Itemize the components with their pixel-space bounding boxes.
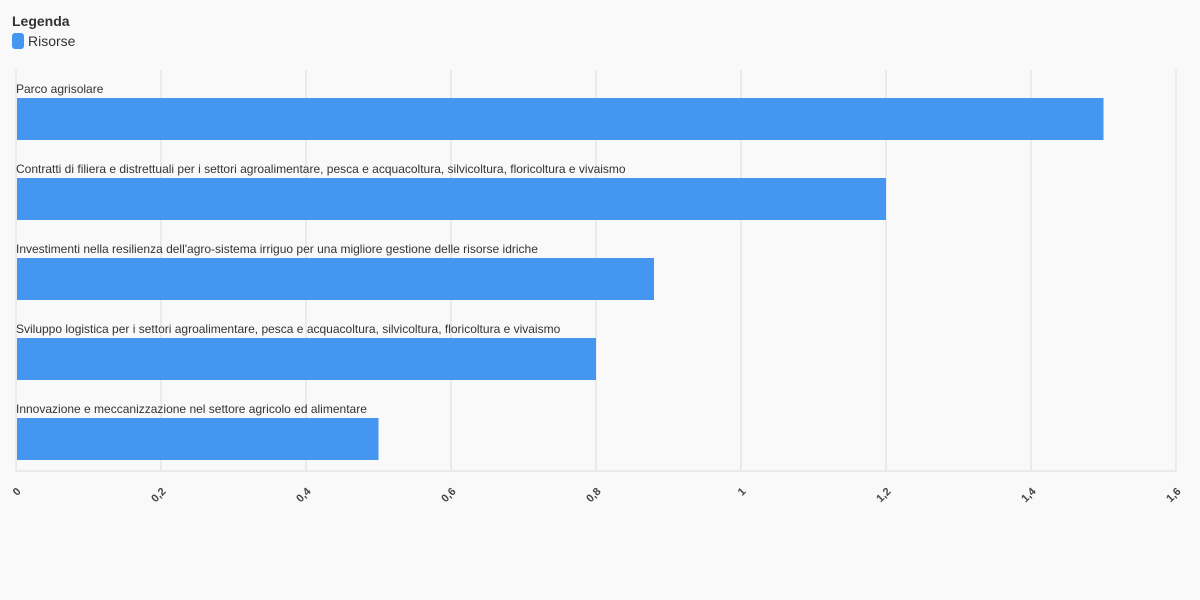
bar[interactable] [17,338,596,380]
x-tick-label: 1,4 [1019,485,1039,505]
bars: Parco agrisolare Contratti di filiera e d… [16,82,1104,460]
bar-label: Contratti di filiera e distrettuali per … [16,162,626,176]
legend-title: Legenda [12,13,70,29]
x-tick-label: 0,6 [439,486,458,505]
bar[interactable] [17,98,1104,140]
x-axis-ticks: 0 0,2 0,4 0,6 0,8 1 1,2 1,4 1,6 [11,485,1184,505]
x-tick-label: 0,4 [294,485,314,505]
bar-label: Sviluppo logistica per i settori agroali… [16,322,561,336]
bar[interactable] [17,178,886,220]
bar[interactable] [17,418,379,460]
legend-item-risorse[interactable]: Risorse [12,33,75,49]
x-tick-label: 1,2 [874,486,893,505]
bar-label: Parco agrisolare [16,82,104,96]
legend-label: Risorse [28,33,76,49]
bar-label: Investimenti nella resilienza dell'agro-… [16,242,538,256]
legend: Legenda Risorse [12,13,75,49]
bar-label: Innovazione e meccanizzazione nel settor… [16,402,367,416]
legend-swatch [12,33,24,49]
x-tick-label: 0,8 [584,486,603,505]
x-tick-label: 0 [11,486,24,499]
x-tick-label: 1 [736,486,749,499]
x-tick-label: 0,2 [149,486,168,505]
x-tick-label: 1,6 [1164,486,1183,505]
bar[interactable] [17,258,654,300]
